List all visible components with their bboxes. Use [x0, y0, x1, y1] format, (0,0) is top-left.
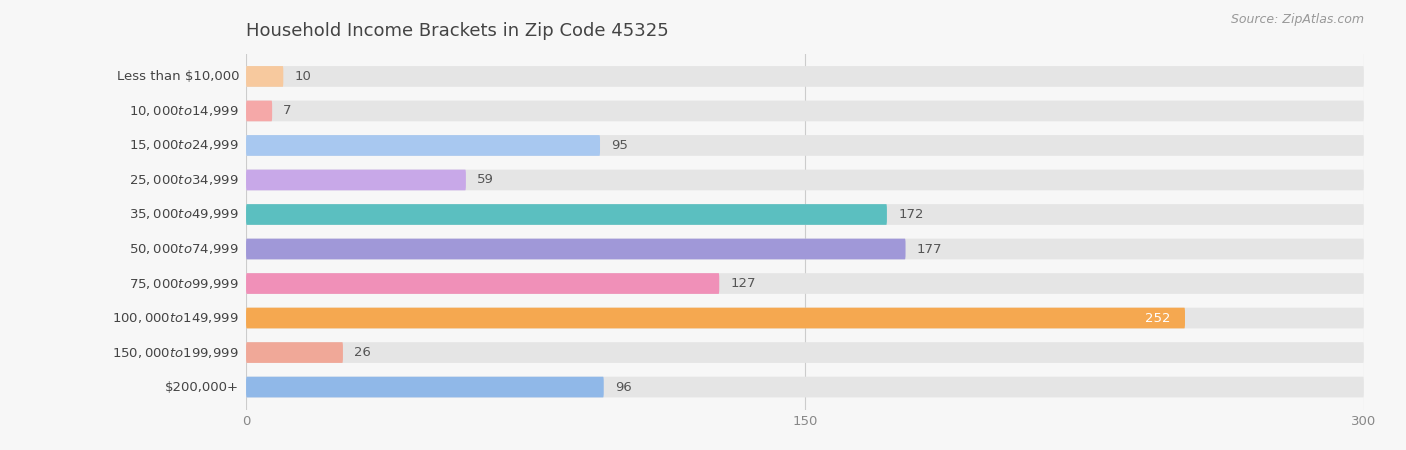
Text: $10,000 to $14,999: $10,000 to $14,999	[129, 104, 239, 118]
Text: 59: 59	[477, 174, 494, 186]
Text: $100,000 to $149,999: $100,000 to $149,999	[112, 311, 239, 325]
Text: 177: 177	[917, 243, 942, 256]
Text: 127: 127	[731, 277, 756, 290]
Text: 10: 10	[294, 70, 311, 83]
Text: Household Income Brackets in Zip Code 45325: Household Income Brackets in Zip Code 45…	[246, 22, 669, 40]
Text: 7: 7	[283, 104, 292, 117]
Text: Source: ZipAtlas.com: Source: ZipAtlas.com	[1230, 14, 1364, 27]
Text: $25,000 to $34,999: $25,000 to $34,999	[129, 173, 239, 187]
FancyBboxPatch shape	[246, 66, 1364, 87]
FancyBboxPatch shape	[246, 308, 1185, 328]
FancyBboxPatch shape	[246, 377, 603, 397]
Text: 252: 252	[1144, 311, 1170, 324]
Text: Less than $10,000: Less than $10,000	[117, 70, 239, 83]
FancyBboxPatch shape	[246, 135, 600, 156]
FancyBboxPatch shape	[246, 377, 1364, 397]
FancyBboxPatch shape	[246, 342, 343, 363]
Text: 95: 95	[612, 139, 628, 152]
FancyBboxPatch shape	[246, 238, 905, 259]
FancyBboxPatch shape	[246, 308, 1364, 328]
Text: $150,000 to $199,999: $150,000 to $199,999	[112, 346, 239, 360]
Text: $35,000 to $49,999: $35,000 to $49,999	[129, 207, 239, 221]
Text: 172: 172	[898, 208, 924, 221]
Text: $75,000 to $99,999: $75,000 to $99,999	[129, 276, 239, 291]
FancyBboxPatch shape	[246, 273, 720, 294]
FancyBboxPatch shape	[246, 101, 1364, 122]
Text: 26: 26	[354, 346, 371, 359]
FancyBboxPatch shape	[246, 273, 1364, 294]
FancyBboxPatch shape	[246, 170, 465, 190]
FancyBboxPatch shape	[246, 66, 283, 87]
FancyBboxPatch shape	[246, 101, 273, 122]
Text: 96: 96	[614, 381, 631, 394]
Text: $50,000 to $74,999: $50,000 to $74,999	[129, 242, 239, 256]
FancyBboxPatch shape	[246, 135, 1364, 156]
FancyBboxPatch shape	[246, 170, 1364, 190]
FancyBboxPatch shape	[246, 238, 1364, 259]
FancyBboxPatch shape	[246, 204, 887, 225]
Text: $200,000+: $200,000+	[165, 381, 239, 394]
FancyBboxPatch shape	[246, 342, 1364, 363]
FancyBboxPatch shape	[246, 204, 1364, 225]
Text: $15,000 to $24,999: $15,000 to $24,999	[129, 139, 239, 153]
